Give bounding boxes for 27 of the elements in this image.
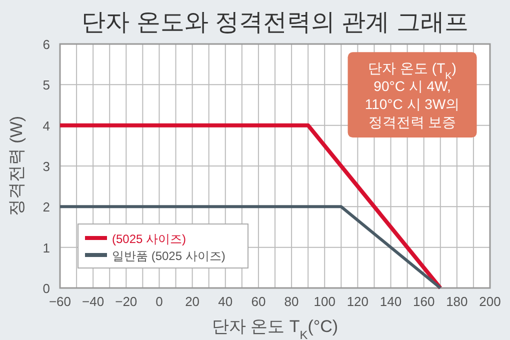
y-axis-title: 정격전력 (W) bbox=[7, 116, 26, 216]
y-tick-label: 4 bbox=[42, 118, 50, 134]
x-tick-label: 200 bbox=[479, 294, 501, 309]
x-tick-label: 20 bbox=[185, 294, 200, 309]
y-tick-label: 1 bbox=[42, 240, 50, 256]
x-tick-label: −40 bbox=[82, 294, 104, 309]
y-tick-label: 6 bbox=[42, 37, 50, 52]
x-tick-label: 0 bbox=[156, 294, 163, 309]
y-tick-label: 3 bbox=[42, 159, 50, 174]
chart-title: 단자 온도와 정격전력의 관계 그래프 bbox=[82, 9, 468, 36]
legend-label: (5025 사이즈) bbox=[112, 232, 186, 246]
annotation: 단자 온도 (T$_{K}$) 90°C 시 4W, 110°C 시 3W의 정격전력 보증 bbox=[364, 60, 460, 130]
y-tick-label: 2 bbox=[42, 200, 50, 215]
x-tick-label: −20 bbox=[115, 294, 138, 309]
x-tick-label: 160 bbox=[412, 294, 435, 309]
x-axis-title: 단자 온도 T$_{K}$(°C) bbox=[212, 317, 338, 340]
legend-label: 일반품 (5025 사이즈) bbox=[112, 249, 226, 263]
x-tick-label: 180 bbox=[446, 294, 468, 309]
x-tick-label: 80 bbox=[284, 294, 299, 309]
x-tick-label: −60 bbox=[48, 294, 72, 309]
y-tick-label: 0 bbox=[42, 281, 50, 296]
x-tick-label: 100 bbox=[314, 294, 336, 309]
x-tick-label: 60 bbox=[251, 294, 266, 309]
y-tick-label: 5 bbox=[42, 78, 50, 93]
x-tick-label: 120 bbox=[346, 294, 369, 309]
x-tick-label: 140 bbox=[380, 294, 402, 309]
x-tick-label: 40 bbox=[218, 294, 233, 309]
